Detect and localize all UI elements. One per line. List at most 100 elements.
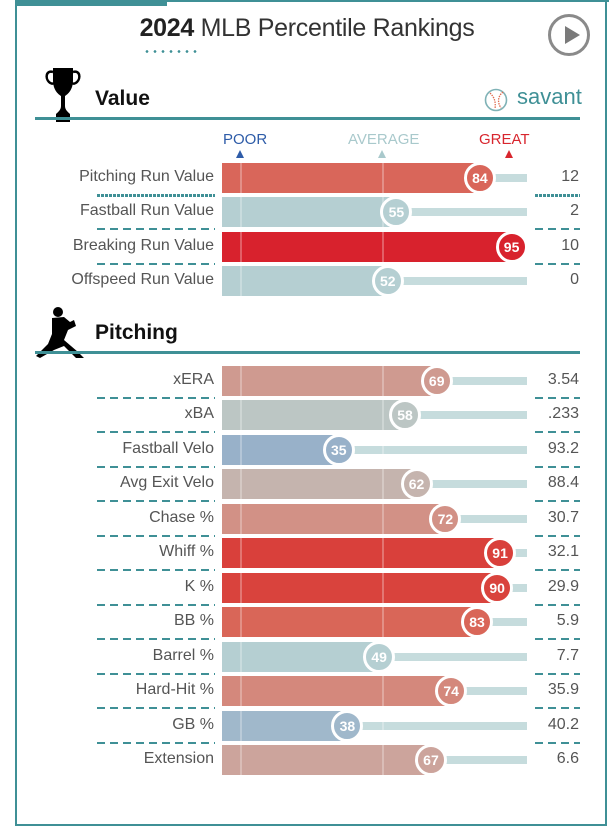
percentile-bar — [222, 504, 446, 534]
bar-track — [451, 687, 527, 695]
guide-line-average — [382, 232, 384, 262]
metric-value: 7.7 — [556, 647, 579, 664]
metric-label: Barrel % — [152, 647, 214, 664]
section-rule-pitching — [35, 351, 580, 354]
bar-track — [445, 515, 527, 523]
percentile-bar — [222, 366, 437, 396]
guide-line-poor — [240, 197, 242, 227]
guide-line-poor — [240, 538, 242, 568]
row-separator-left — [97, 673, 215, 675]
metric-value: 2 — [570, 202, 579, 219]
row-separator-right — [535, 466, 580, 468]
row-separator-left — [97, 569, 215, 571]
guide-line-average — [382, 163, 384, 193]
metric-label: Hard-Hit % — [135, 681, 214, 698]
metric-label: GB % — [172, 716, 214, 733]
scale-marker-average — [378, 150, 386, 158]
metric-label: K % — [184, 578, 214, 595]
row-separator-right — [535, 707, 580, 709]
metric-label: Fastball Run Value — [80, 202, 214, 219]
row-separator-right — [535, 194, 580, 197]
percentile-bar — [222, 469, 417, 499]
title-underline-dots — [143, 50, 199, 53]
frame-top-border — [15, 0, 609, 2]
row-separator-left — [97, 466, 215, 468]
row-separator-right — [535, 569, 580, 571]
page-title: 2024 MLB Percentile Rankings — [0, 14, 614, 43]
bar-track — [477, 618, 527, 626]
scale-marker-great — [505, 150, 513, 158]
bar-track — [387, 277, 527, 285]
row-separator-right — [535, 742, 580, 744]
row-separator-left — [97, 638, 215, 640]
row-separator-left — [97, 604, 215, 606]
guide-line-poor — [240, 232, 242, 262]
baseball-icon — [484, 88, 508, 112]
guide-line-poor — [240, 266, 242, 296]
percentile-bar — [222, 266, 388, 296]
metric-label: Whiff % — [159, 543, 214, 560]
metric-label: Avg Exit Velo — [120, 474, 214, 491]
metric-value: 6.6 — [556, 750, 579, 767]
metric-value: 12 — [561, 168, 579, 185]
metric-value: 93.2 — [547, 440, 579, 457]
scale-label-poor: POOR — [223, 131, 268, 148]
row-separator-right — [535, 397, 580, 399]
percentile-bubble: 83 — [461, 606, 494, 638]
guide-line-average — [382, 469, 384, 499]
metric-value: 88.4 — [547, 474, 579, 491]
guide-line-average — [382, 435, 384, 465]
scale-label-great: GREAT — [479, 131, 530, 148]
title-text: MLB Percentile Rankings — [200, 14, 475, 42]
guide-line-poor — [240, 435, 242, 465]
metric-value: 5.9 — [556, 612, 579, 629]
metric-value: 32.1 — [547, 543, 579, 560]
percentile-bar — [222, 642, 380, 672]
percentile-bubble: 49 — [363, 641, 396, 673]
percentile-bubble: 84 — [463, 162, 496, 194]
percentile-bubble: 38 — [331, 710, 364, 742]
bar-track — [347, 722, 527, 730]
guide-line-average — [382, 745, 384, 775]
row-separator-right — [535, 673, 580, 675]
percentile-bubble: 62 — [400, 468, 433, 500]
row-separator-right — [535, 228, 580, 230]
percentile-bubble: 72 — [429, 503, 462, 535]
metric-value: 29.9 — [547, 578, 579, 595]
percentile-bar — [222, 573, 498, 603]
bar-track — [436, 377, 527, 385]
guide-line-poor — [240, 469, 242, 499]
percentile-bubble: 35 — [322, 434, 355, 466]
percentile-bubble: 95 — [495, 231, 528, 263]
guide-line-poor — [240, 573, 242, 603]
guide-line-poor — [240, 711, 242, 741]
row-separator-right — [535, 500, 580, 502]
metric-value: 35.9 — [547, 681, 579, 698]
metric-label: Pitching Run Value — [79, 168, 214, 185]
row-separator-right — [535, 431, 580, 433]
percentile-bar — [222, 607, 478, 637]
metric-value: 0 — [570, 271, 579, 288]
percentile-bubble: 52 — [371, 265, 404, 297]
guide-line-poor — [240, 163, 242, 193]
metric-label: BB % — [173, 612, 214, 629]
guide-line-poor — [240, 366, 242, 396]
metric-label: xERA — [173, 371, 214, 388]
bar-track — [416, 480, 527, 488]
play-button[interactable] — [548, 14, 590, 56]
guide-line-poor — [240, 676, 242, 706]
percentile-bubble: 69 — [420, 365, 453, 397]
row-separator-left — [97, 228, 215, 230]
bar-track — [430, 756, 527, 764]
metric-label: Offspeed Run Value — [71, 271, 214, 288]
row-separator-left — [97, 431, 215, 433]
percentile-bubble: 90 — [481, 572, 514, 604]
metric-label: Chase % — [149, 509, 214, 526]
percentile-bar — [222, 745, 431, 775]
percentile-bar — [222, 163, 480, 193]
row-separator-left — [97, 535, 215, 537]
metric-label: Extension — [143, 750, 214, 767]
row-separator-left — [97, 194, 215, 197]
bar-track — [396, 208, 527, 216]
guide-line-poor — [240, 400, 242, 430]
